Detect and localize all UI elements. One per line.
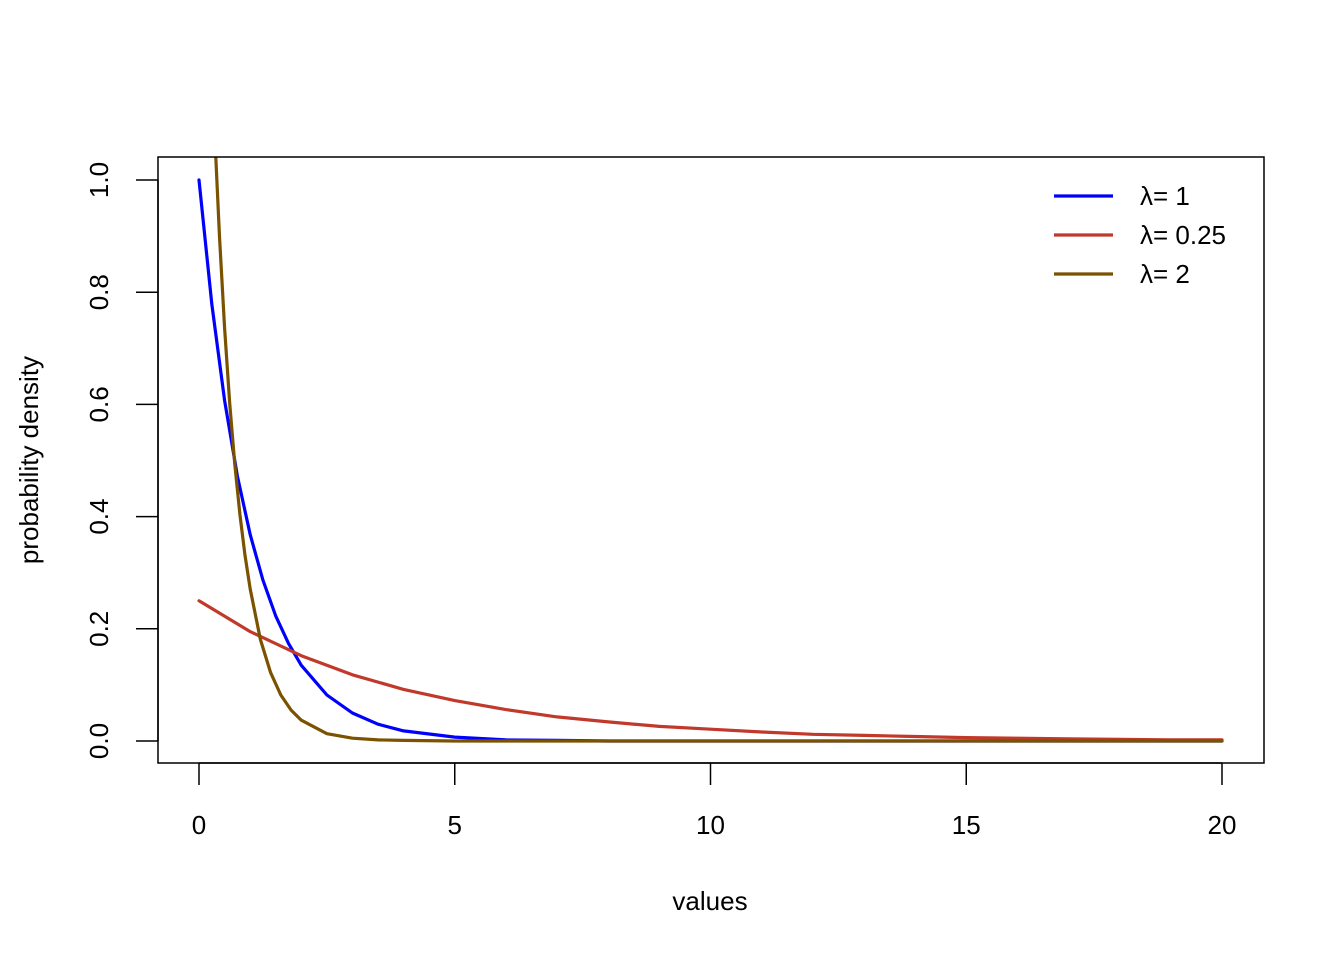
x-tick-label: 10 — [696, 810, 725, 840]
y-tick-label: 0.6 — [84, 386, 114, 422]
series-line-2 — [197, 599, 1224, 742]
legend-label-1: λ= 1 — [1140, 181, 1190, 211]
legend-label-2: λ= 0.25 — [1140, 220, 1226, 250]
y-tick-label: 0.4 — [84, 499, 114, 535]
x-tick-label: 15 — [952, 810, 981, 840]
x-axis-title: values — [672, 886, 747, 916]
x-tick-label: 20 — [1208, 810, 1237, 840]
y-axis: 0.0 0.2 0.4 0.6 0.8 1.0 — [84, 162, 159, 759]
x-axis: 0 5 10 15 20 — [192, 762, 1237, 840]
y-axis-title: probability density — [14, 356, 44, 564]
legend: λ= 1 λ= 0.25 λ= 2 — [1054, 181, 1226, 289]
y-tick-label: 1.0 — [84, 162, 114, 198]
series-layer — [197, 157, 1224, 743]
series-line-3 — [214, 157, 1224, 743]
y-tick-label: 0.8 — [84, 274, 114, 310]
x-tick-label: 5 — [448, 810, 462, 840]
legend-label-3: λ= 2 — [1140, 259, 1190, 289]
y-tick-label: 0.2 — [84, 611, 114, 647]
y-tick-label: 0.0 — [84, 723, 114, 759]
x-tick-label: 0 — [192, 810, 206, 840]
